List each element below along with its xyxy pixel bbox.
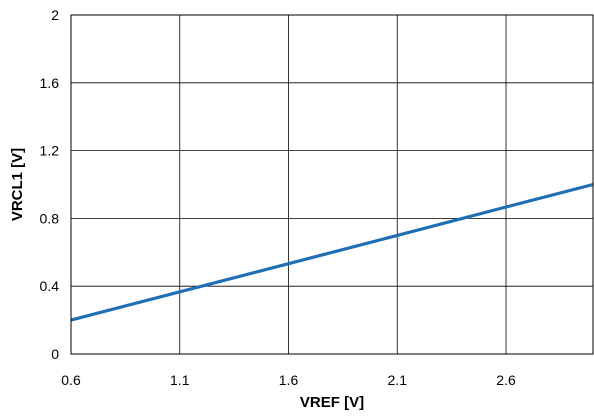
y-tick-label: 2 [51,7,59,23]
x-tick-label: 1.6 [279,372,299,388]
series-line [70,182,594,322]
y-tick-label: 1.2 [40,143,60,159]
y-tick-label: 0 [51,346,59,362]
x-tick-labels: 0.6 1.1 1.6 2.1 2.6 [61,372,516,388]
x-axis-title: VREF [V] [300,394,364,411]
plot-frame [70,14,594,355]
y-tick-label: 1.6 [40,75,60,91]
x-tick-label: 2.1 [388,372,408,388]
x-tick-label: 0.6 [61,372,81,388]
x-tick-label: 2.6 [496,372,516,388]
x-tick-label: 1.1 [170,372,190,388]
grid-lines [70,14,593,355]
y-tick-label: 0.4 [40,278,60,294]
y-tick-label: 0.8 [40,210,60,226]
series-layer [70,182,594,322]
y-tick-labels: 0 0.4 0.8 1.2 1.6 2 [40,7,60,362]
y-axis-title: VRCL1 [V] [9,148,26,221]
